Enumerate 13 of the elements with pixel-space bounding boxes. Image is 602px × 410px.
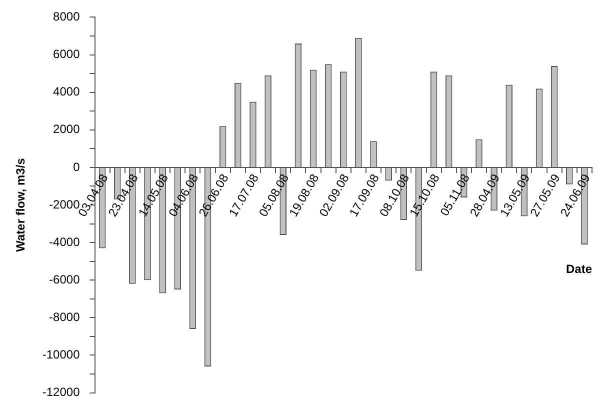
y-tick-label: -8000: [49, 310, 80, 324]
y-axis-title: Water flow, m3/s: [14, 158, 28, 252]
y-tick-label: 6000: [53, 47, 80, 62]
y-tick-label: 8000: [53, 10, 80, 24]
y-tick-label: 4000: [53, 84, 80, 99]
y-tick-label: 2000: [53, 122, 80, 136]
y-tick-label: -2000: [49, 197, 80, 212]
y-tick-label: -6000: [49, 272, 80, 286]
y-tick-label: -10000: [42, 348, 80, 362]
y-tick-label: 0: [73, 160, 80, 174]
y-tick-label: -12000: [42, 385, 80, 400]
x-axis-title: Date: [566, 262, 592, 276]
y-tick-label: -4000: [49, 234, 80, 249]
